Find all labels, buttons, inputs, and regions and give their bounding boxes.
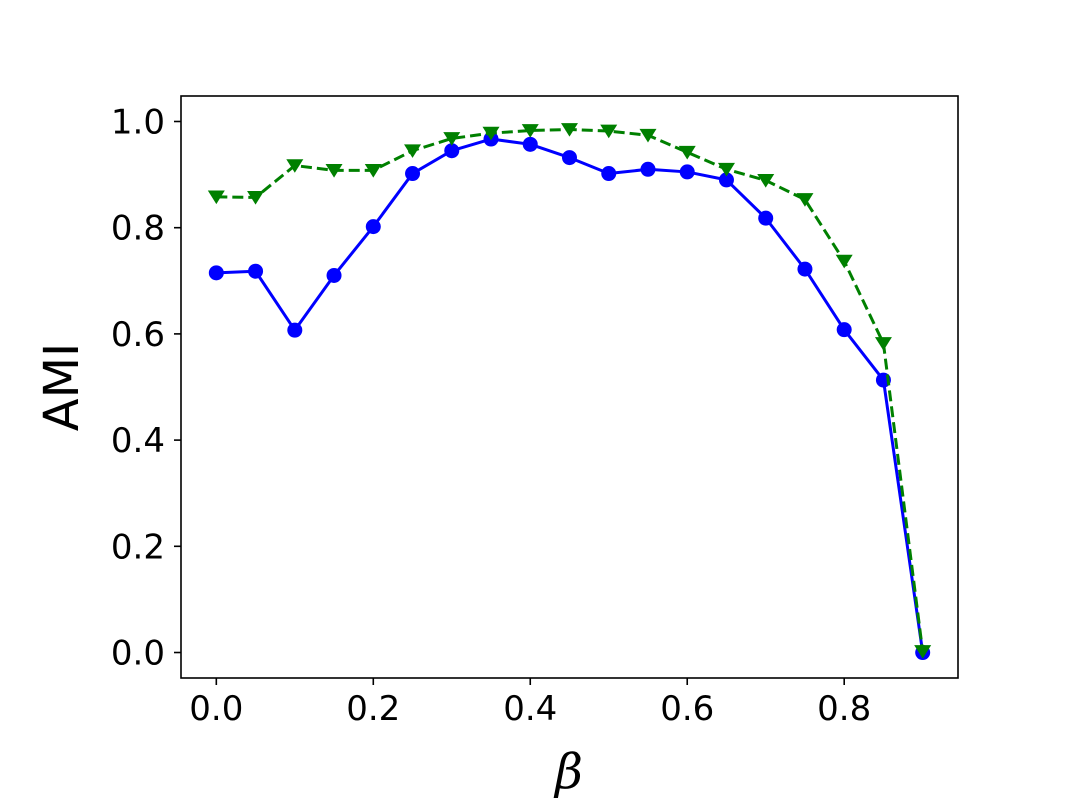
series-2-point [835, 254, 853, 269]
series-2 [207, 123, 932, 659]
series-2-point [521, 124, 539, 138]
x-axis: 0.0 0.2 0.4 0.6 0.8 [189, 678, 871, 729]
series-1-point [640, 161, 656, 177]
x-axis-label: β [553, 744, 583, 799]
series-1-point [562, 150, 577, 166]
series-2-point [678, 145, 696, 160]
plot-area [181, 96, 958, 678]
series-2-point [717, 162, 735, 177]
series-1-point [797, 261, 813, 277]
series-1-point [522, 136, 538, 152]
series-1-point [444, 143, 460, 159]
y-tick-label: 0.2 [111, 527, 165, 567]
plot-frame [180, 95, 959, 679]
x-tick-label: 0.4 [503, 689, 557, 729]
series-2-point [639, 128, 657, 143]
series-1-point [601, 166, 617, 182]
series-2-point [247, 191, 265, 205]
series-1-point [836, 322, 852, 338]
series-1-point [287, 322, 303, 338]
series-1-point [679, 164, 695, 180]
series-2-point [325, 163, 343, 178]
series-2-point [286, 159, 304, 173]
y-axis-label: AMI [34, 343, 90, 431]
y-axis: 0.0 0.2 0.4 0.6 0.8 1.0 [111, 102, 181, 674]
y-tick-label: 0.8 [111, 209, 165, 249]
series-2-point [914, 645, 932, 659]
series-2-point [757, 174, 775, 188]
series-1-point [326, 267, 342, 283]
series-1-point [208, 265, 224, 281]
y-tick-label: 0.4 [111, 421, 165, 461]
series-1-point [718, 172, 734, 188]
series-layer [207, 123, 932, 661]
series-2-point [443, 132, 461, 146]
series-1-point [248, 263, 264, 279]
x-tick-label: 0.2 [346, 689, 400, 729]
series-2-point [364, 163, 382, 178]
x-tick-label: 0.6 [660, 689, 714, 729]
series-2-point [600, 124, 618, 139]
series-2-point [404, 144, 422, 158]
y-tick-label: 1.0 [111, 102, 165, 142]
y-tick-label: 0.0 [111, 634, 165, 674]
series-2-point [874, 337, 892, 351]
series-2-point [207, 190, 225, 205]
series-1-point [758, 210, 774, 226]
series-2-point [482, 126, 500, 141]
series-1 [208, 131, 931, 661]
series-1-point [405, 166, 421, 182]
series-1-point [365, 219, 381, 235]
x-tick-label: 0.0 [189, 689, 243, 729]
x-tick-label: 0.8 [817, 689, 871, 729]
y-tick-label: 0.6 [111, 315, 165, 355]
series-2-point [561, 123, 578, 137]
series-2-point [796, 193, 814, 207]
